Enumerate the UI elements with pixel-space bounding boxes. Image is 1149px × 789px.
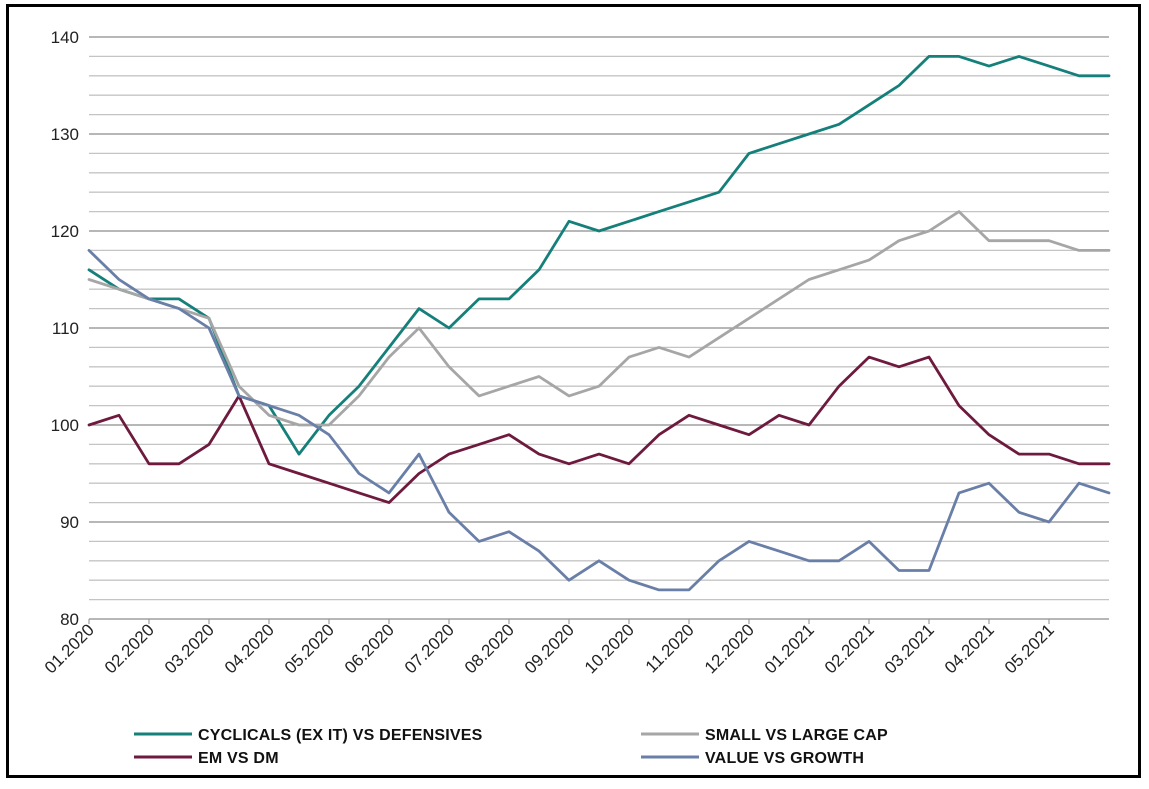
x-tick-label: 02.2020	[101, 620, 158, 677]
line-chart: 140 130 120 110 100 90 80 01.2020 02.2020 03.202…	[41, 28, 1111, 767]
x-axis-ticks: 01.2020 02.2020 03.2020 04.2020 05.2020 06.20…	[41, 619, 1058, 677]
y-tick-label: 140	[51, 28, 79, 47]
y-tick-label: 90	[60, 513, 79, 532]
series-line	[87, 55, 1111, 456]
x-tick-label: 04.2021	[941, 620, 998, 677]
x-tick-label: 04.2020	[221, 620, 278, 677]
chart-frame: 140 130 120 110 100 90 80 01.2020 02.2020 03.202…	[6, 4, 1141, 778]
y-tick-label: 100	[51, 416, 79, 435]
series-line	[87, 355, 1111, 504]
x-tick-label: 06.2020	[341, 620, 398, 677]
x-tick-label: 10.2020	[581, 620, 638, 677]
legend-label: SMALL VS LARGE CAP	[705, 727, 888, 744]
y-tick-label: 120	[51, 222, 79, 241]
grid-lines	[89, 36, 1109, 620]
y-tick-label: 80	[60, 610, 79, 629]
series-lines	[87, 55, 1111, 592]
x-tick-label: 02.2021	[821, 620, 878, 677]
legend: CYCLICALS (EX IT) VS DEFENSIVES SMALL VS …	[134, 727, 888, 767]
x-tick-label: 01.2021	[761, 620, 818, 677]
x-tick-label: 05.2020	[281, 620, 338, 677]
x-tick-label: 08.2020	[461, 620, 518, 677]
x-tick-label: 03.2021	[881, 620, 938, 677]
x-tick-label: 12.2020	[701, 620, 758, 677]
legend-label: CYCLICALS (EX IT) VS DEFENSIVES	[198, 727, 483, 744]
x-tick-label: 07.2020	[401, 620, 458, 677]
x-tick-label: 09.2020	[521, 620, 578, 677]
x-tick-label: 03.2020	[161, 620, 218, 677]
legend-label: VALUE VS GROWTH	[705, 750, 864, 767]
y-tick-label: 110	[52, 319, 79, 338]
x-tick-label: 11.2020	[642, 620, 698, 676]
series-line	[87, 210, 1111, 427]
y-tick-label: 130	[51, 125, 79, 144]
x-tick-label: 05.2021	[1001, 620, 1058, 677]
series-line	[87, 249, 1111, 592]
y-axis-ticks: 140 130 120 110 100 90 80	[51, 28, 79, 629]
legend-label: EM VS DM	[198, 750, 279, 767]
